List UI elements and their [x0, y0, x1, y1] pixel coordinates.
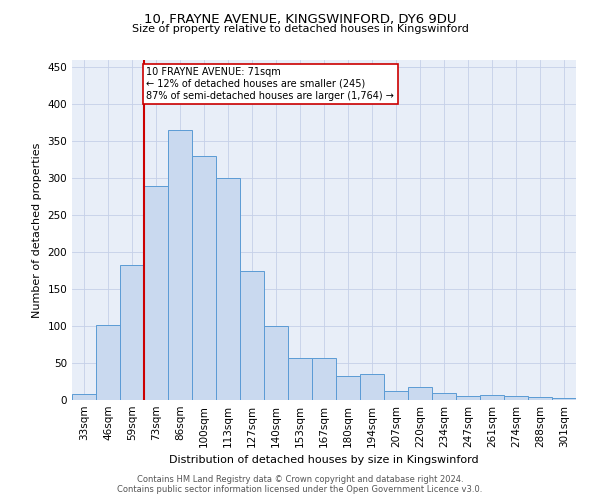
Bar	[432, 392, 456, 400]
Bar	[216, 178, 240, 400]
Bar	[96, 326, 120, 400]
Text: Contains HM Land Registry data © Crown copyright and database right 2024.
Contai: Contains HM Land Registry data © Crown c…	[118, 474, 482, 494]
Bar	[120, 266, 144, 400]
Bar	[336, 376, 360, 400]
Bar	[144, 186, 168, 400]
Bar	[288, 358, 312, 400]
Bar	[384, 391, 408, 400]
Bar	[72, 394, 96, 400]
Text: 10, FRAYNE AVENUE, KINGSWINFORD, DY6 9DU: 10, FRAYNE AVENUE, KINGSWINFORD, DY6 9DU	[144, 12, 456, 26]
Bar	[552, 398, 576, 400]
Bar	[240, 270, 264, 400]
Text: 10 FRAYNE AVENUE: 71sqm
← 12% of detached houses are smaller (245)
87% of semi-d: 10 FRAYNE AVENUE: 71sqm ← 12% of detache…	[146, 68, 394, 100]
Bar	[312, 358, 336, 400]
Bar	[192, 156, 216, 400]
Bar	[456, 396, 480, 400]
Y-axis label: Number of detached properties: Number of detached properties	[32, 142, 42, 318]
Bar	[360, 374, 384, 400]
Bar	[408, 388, 432, 400]
Text: Size of property relative to detached houses in Kingswinford: Size of property relative to detached ho…	[131, 24, 469, 34]
Bar	[528, 397, 552, 400]
Bar	[480, 395, 504, 400]
Bar	[264, 326, 288, 400]
X-axis label: Distribution of detached houses by size in Kingswinford: Distribution of detached houses by size …	[169, 456, 479, 466]
Bar	[504, 396, 528, 400]
Bar	[168, 130, 192, 400]
